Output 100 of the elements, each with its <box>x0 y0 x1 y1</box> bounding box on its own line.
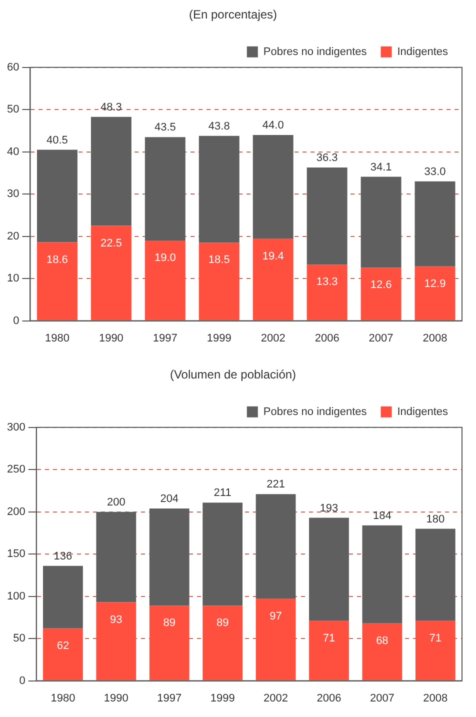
y-tick-label: 40 <box>6 146 20 158</box>
total-label: 43.8 <box>208 120 230 132</box>
legend-label: Indigentes <box>397 46 448 58</box>
bar <box>149 508 190 606</box>
x-tick-label: 2006 <box>316 692 342 704</box>
x-tick-label: 1999 <box>206 332 232 344</box>
data-label: 71 <box>429 632 442 644</box>
data-label: 18.5 <box>208 254 230 266</box>
x-tick-label: 1990 <box>98 332 124 344</box>
bar <box>43 566 83 628</box>
total-label: 136 <box>54 550 72 562</box>
x-tick-label: 1980 <box>44 332 70 344</box>
bar <box>36 150 78 242</box>
bar <box>198 242 240 320</box>
bar <box>415 620 456 680</box>
total-label: 40.5 <box>46 134 68 146</box>
bar <box>90 226 132 320</box>
data-label: 71 <box>322 632 336 644</box>
data-label: 62 <box>56 640 70 652</box>
bar <box>256 598 296 680</box>
y-tick-label: 100 <box>6 590 26 602</box>
bar <box>414 266 456 320</box>
bar <box>144 137 186 241</box>
bar <box>256 494 296 599</box>
y-tick-label: 200 <box>6 506 26 518</box>
data-label: 97 <box>270 610 282 622</box>
legend-label: Indigentes <box>397 406 448 418</box>
total-label: 48.3 <box>100 101 122 114</box>
data-label: 22.5 <box>100 237 122 250</box>
total-label: 204 <box>160 493 179 506</box>
bar <box>96 512 136 602</box>
data-label: 12.6 <box>370 279 392 292</box>
data-label: 19.4 <box>262 250 284 262</box>
total-label: 193 <box>320 502 338 514</box>
bar <box>36 242 78 320</box>
x-tick-label: 1980 <box>50 692 76 704</box>
bar <box>90 116 132 226</box>
total-label: 221 <box>266 478 285 491</box>
total-label: 44.0 <box>262 120 284 132</box>
bar <box>414 181 456 266</box>
x-tick-label: 2008 <box>423 692 448 704</box>
x-tick-label: 2007 <box>368 332 394 344</box>
data-label: 89 <box>216 617 229 630</box>
y-tick-label: 30 <box>6 188 20 200</box>
total-label: 36.3 <box>316 152 338 164</box>
total-label: 43.5 <box>154 122 176 134</box>
bar <box>202 502 243 606</box>
x-tick-label: 1997 <box>152 332 178 344</box>
bar <box>202 606 243 680</box>
y-tick-label: 0 <box>19 674 26 687</box>
y-tick-label: 50 <box>13 632 26 645</box>
bar <box>415 528 456 621</box>
bar <box>43 628 83 680</box>
bar <box>149 606 190 680</box>
legend-label: Pobres no indigentes <box>263 406 368 418</box>
bar <box>309 518 349 621</box>
y-tick-label: 150 <box>6 548 26 560</box>
data-label: 18.6 <box>46 254 68 266</box>
y-tick-label: 300 <box>6 421 26 434</box>
data-label: 13.3 <box>316 276 338 288</box>
chart-title: (En porcentajes) <box>188 8 278 22</box>
x-tick-label: 1997 <box>157 692 182 704</box>
bar <box>362 623 402 680</box>
bar <box>360 176 402 268</box>
y-tick-label: 10 <box>6 272 20 285</box>
y-tick-label: 20 <box>6 230 20 242</box>
x-tick-label: 2008 <box>422 332 448 344</box>
bar <box>252 134 294 239</box>
data-label: 19.0 <box>154 252 176 264</box>
data-label: 68 <box>376 634 388 647</box>
y-tick-label: 250 <box>6 464 26 476</box>
total-label: 33.0 <box>424 166 446 178</box>
data-label: 89 <box>163 617 176 630</box>
bar <box>252 238 294 320</box>
bar <box>360 268 402 320</box>
total-label: 180 <box>426 513 445 526</box>
x-tick-label: 1990 <box>104 692 128 704</box>
bar <box>362 525 402 624</box>
total-label: 200 <box>106 496 126 508</box>
bar <box>306 264 348 320</box>
total-label: 184 <box>373 510 392 522</box>
legend-label: Pobres no indigentes <box>263 46 368 58</box>
x-tick-label: 2007 <box>370 692 394 704</box>
x-tick-label: 2002 <box>264 692 288 704</box>
y-tick-label: 0 <box>13 314 20 327</box>
bar <box>144 240 186 320</box>
bar <box>198 136 240 243</box>
x-tick-label: 2002 <box>260 332 286 344</box>
data-label: 12.9 <box>424 278 446 290</box>
y-tick-label: 60 <box>6 61 20 74</box>
chart-title: (Volumen de población) <box>170 368 296 382</box>
total-label: 211 <box>214 487 232 500</box>
y-tick-label: 50 <box>6 104 20 116</box>
x-tick-label: 2006 <box>314 332 340 344</box>
x-tick-label: 1999 <box>210 692 235 704</box>
bar <box>96 602 136 680</box>
data-label: 93 <box>110 614 122 626</box>
total-label: 34.1 <box>370 161 392 174</box>
bar <box>306 167 348 265</box>
bar <box>309 620 349 680</box>
